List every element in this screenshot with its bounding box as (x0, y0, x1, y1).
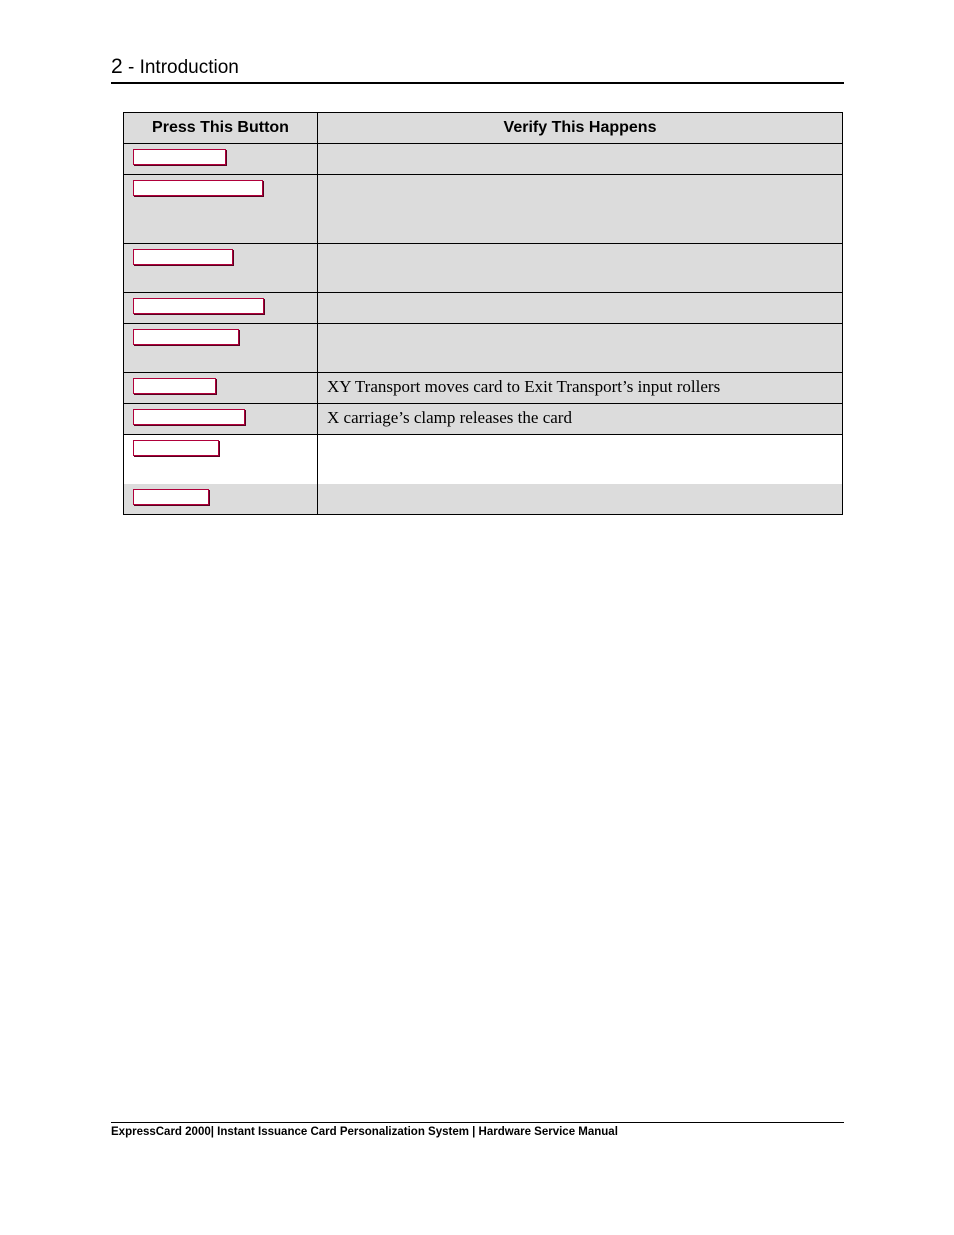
table-row (123, 174, 843, 244)
footer-text: ExpressCard 2000| Instant Issuance Card … (111, 1126, 618, 1138)
result-text (318, 244, 842, 248)
button-cell (123, 323, 318, 373)
test-button-9[interactable] (133, 488, 209, 505)
result-cell (317, 323, 843, 373)
chapter-title: - Introduction (122, 57, 239, 78)
result-text (318, 175, 842, 179)
page-footer: ExpressCard 2000| Instant Issuance Card … (111, 1122, 844, 1139)
button-cell (123, 403, 318, 435)
table-row (123, 143, 843, 175)
table-row: X carriage’s clamp releases the card (123, 403, 843, 435)
button-cell (123, 372, 318, 404)
chapter-number: 2 (111, 55, 123, 78)
table-row (123, 323, 843, 373)
table-row (123, 434, 843, 484)
result-cell (317, 174, 843, 244)
result-text (318, 293, 842, 297)
test-button-6[interactable] (133, 378, 216, 394)
table-header-row: Press This Button Verify This Happens (123, 112, 843, 144)
test-button-8[interactable] (133, 440, 219, 456)
result-text (318, 484, 842, 488)
column-header-button: Press This Button (123, 112, 318, 144)
result-cell (317, 292, 843, 324)
button-cell (123, 483, 318, 515)
result-cell (317, 483, 843, 515)
table-row (123, 292, 843, 324)
result-text (318, 144, 842, 148)
button-cell (123, 243, 318, 293)
table-row (123, 483, 843, 515)
result-text (318, 324, 842, 328)
result-cell (317, 243, 843, 293)
button-cell (123, 292, 318, 324)
test-button-1[interactable] (133, 149, 226, 165)
test-button-2[interactable] (133, 180, 263, 196)
test-button-5[interactable] (133, 329, 239, 345)
result-cell (317, 143, 843, 175)
result-text (318, 435, 842, 439)
button-cell (123, 434, 318, 484)
test-button-7[interactable] (133, 409, 245, 425)
result-text: XY Transport moves card to Exit Transpor… (327, 377, 721, 396)
button-cell (123, 174, 318, 244)
test-button-4[interactable] (133, 298, 264, 314)
page-title: 2 - Introduction (111, 55, 239, 80)
button-test-table: Press This Button Verify This Happens XY… (123, 112, 843, 515)
table-row: XY Transport moves card to Exit Transpor… (123, 372, 843, 404)
result-text: X carriage’s clamp releases the card (327, 408, 572, 427)
result-cell (317, 434, 843, 484)
result-cell: X carriage’s clamp releases the card (317, 403, 843, 435)
result-cell: XY Transport moves card to Exit Transpor… (317, 372, 843, 404)
table-row (123, 243, 843, 293)
test-button-3[interactable] (133, 249, 233, 265)
column-header-result: Verify This Happens (317, 112, 843, 144)
page-header: 2 - Introduction (111, 54, 844, 84)
button-cell (123, 143, 318, 175)
